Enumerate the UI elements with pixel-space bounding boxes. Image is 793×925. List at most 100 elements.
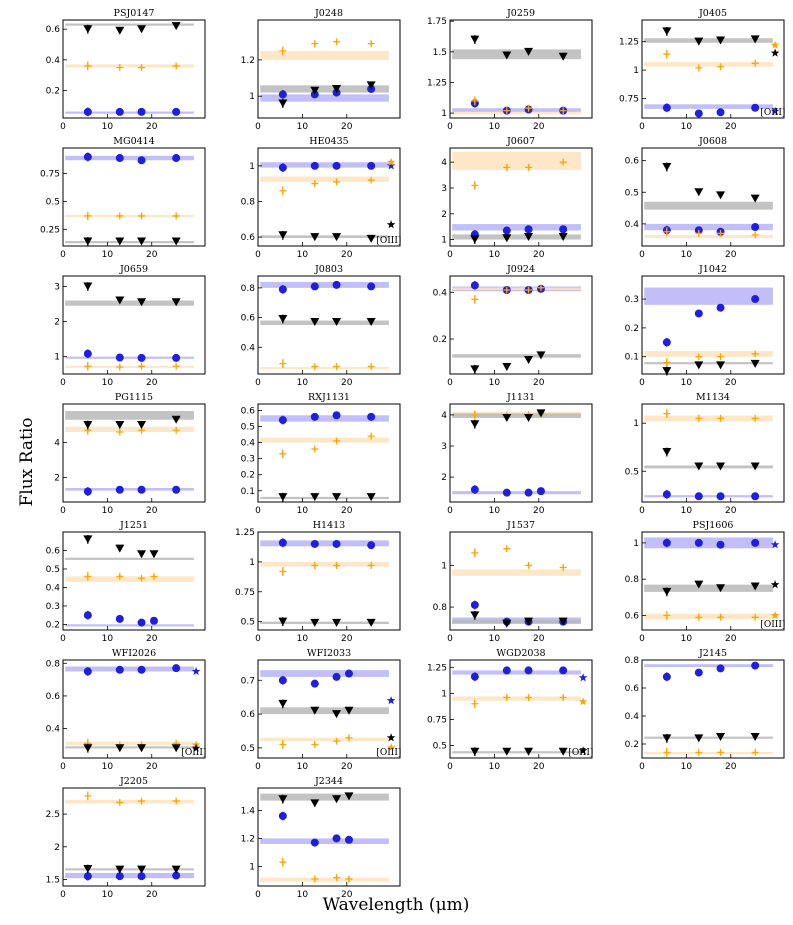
blue-marker: [502, 488, 511, 497]
x-tick-label: 10: [489, 634, 501, 644]
blue-marker: [751, 103, 760, 112]
x-tick-label: 20: [533, 762, 545, 772]
blue-band: [260, 540, 389, 547]
black-marker: [662, 448, 672, 457]
y-tick-label: 0.8: [241, 284, 256, 294]
orange-marker: [116, 363, 124, 371]
panel-he0435: HE0435 0 10 20 0.6 0.8 1 [OIII]: [241, 136, 402, 260]
orange-band: [452, 151, 581, 170]
y-tick-label: 0.6: [46, 546, 61, 556]
blue-marker: [751, 223, 760, 232]
blue-marker: [137, 107, 146, 116]
x-tick-label: 10: [297, 762, 309, 772]
black-marker: [366, 618, 376, 627]
black-marker: [171, 298, 181, 307]
blue-marker: [278, 676, 287, 685]
black-marker: [83, 865, 93, 874]
blue-marker: [662, 538, 671, 547]
black-marker: [310, 706, 320, 715]
x-tick-label: 10: [489, 506, 501, 516]
black-marker: [694, 462, 704, 471]
orange-marker: [559, 158, 567, 166]
blue-marker: [470, 485, 479, 494]
orange-marker: [751, 350, 759, 358]
y-tick-label: 0.4: [241, 343, 256, 353]
blue-band: [65, 666, 194, 672]
panel-title: RXJ1131: [308, 392, 350, 403]
x-tick-label: 0: [639, 122, 645, 132]
black-marker: [115, 544, 125, 553]
orange-marker: [471, 411, 479, 419]
orange-marker: [172, 426, 180, 434]
panel-frame: [257, 275, 401, 375]
blue-oiii-star: [578, 673, 588, 682]
y-tick-label: 0.6: [241, 406, 256, 416]
y-tick-label: 0.3: [46, 602, 60, 612]
black-band: [260, 85, 389, 93]
orange-oiii-star: [386, 157, 396, 166]
panel-title: J1251: [119, 520, 148, 531]
y-tick-label: 1.25: [235, 528, 255, 538]
orange-band: [260, 366, 389, 370]
x-tick-label: 10: [489, 762, 501, 772]
orange-marker: [116, 798, 124, 806]
black-marker: [536, 409, 546, 418]
orange-marker: [116, 212, 124, 220]
blue-marker: [310, 412, 319, 421]
black-band: [65, 300, 194, 306]
orange-marker: [525, 694, 533, 702]
x-tick-label: 10: [102, 250, 114, 260]
x-tick-label: 0: [255, 506, 261, 516]
x-tick-label: 0: [255, 890, 261, 900]
x-tick-label: 10: [681, 250, 693, 260]
black-marker: [115, 744, 125, 753]
y-tick-label: 1.25: [427, 663, 447, 673]
x-tick-label: 20: [146, 762, 158, 772]
orange-band: [260, 561, 389, 567]
orange-band: [65, 741, 194, 745]
panel-title: WFI2026: [112, 648, 156, 659]
orange-marker: [84, 572, 92, 580]
black-marker: [332, 233, 342, 242]
black-marker: [750, 194, 760, 203]
x-tick-label: 0: [255, 634, 261, 644]
y-tick-label: 1.2: [241, 834, 255, 844]
panel-frame: [641, 275, 785, 375]
orange-marker: [311, 875, 319, 883]
blue-marker: [137, 485, 146, 494]
panel-j1042: J1042 0 10 20 0.1 0.2 0.3: [625, 264, 785, 388]
orange-marker: [138, 212, 146, 220]
x-tick-label: 0: [255, 122, 261, 132]
black-marker: [332, 84, 342, 93]
black-band: [260, 621, 389, 625]
x-tick-label: 20: [533, 634, 545, 644]
orange-marker: [717, 63, 725, 71]
black-band: [644, 736, 773, 739]
blue-marker: [137, 353, 146, 362]
orange-marker: [116, 572, 124, 580]
blue-marker: [367, 161, 376, 170]
orange-marker: [279, 567, 287, 575]
orange-marker: [503, 545, 511, 553]
black-band: [65, 241, 194, 244]
blue-marker: [278, 163, 287, 172]
panel-title: J2145: [698, 648, 727, 659]
blue-marker: [278, 285, 287, 294]
x-tick-label: 20: [146, 890, 158, 900]
panel-psj0147: PSJ0147 0 10 20 0.2 0.4 0.6: [46, 8, 206, 132]
blue-marker: [332, 161, 341, 170]
blue-oiii-star: [770, 106, 780, 115]
x-tick-label: 20: [725, 506, 737, 516]
orange-marker: [471, 295, 479, 303]
x-tick-label: 20: [341, 122, 353, 132]
orange-marker: [525, 104, 533, 112]
panel-title: J2205: [119, 776, 148, 787]
y-tick-label: 0.5: [241, 422, 255, 432]
blue-band: [65, 488, 194, 491]
black-marker: [470, 420, 480, 429]
black-band: [644, 465, 773, 469]
black-marker: [524, 232, 534, 241]
y-tick-label: 0.5: [625, 467, 639, 477]
y-tick-label: 0.75: [619, 95, 639, 105]
x-tick-label: 10: [681, 634, 693, 644]
